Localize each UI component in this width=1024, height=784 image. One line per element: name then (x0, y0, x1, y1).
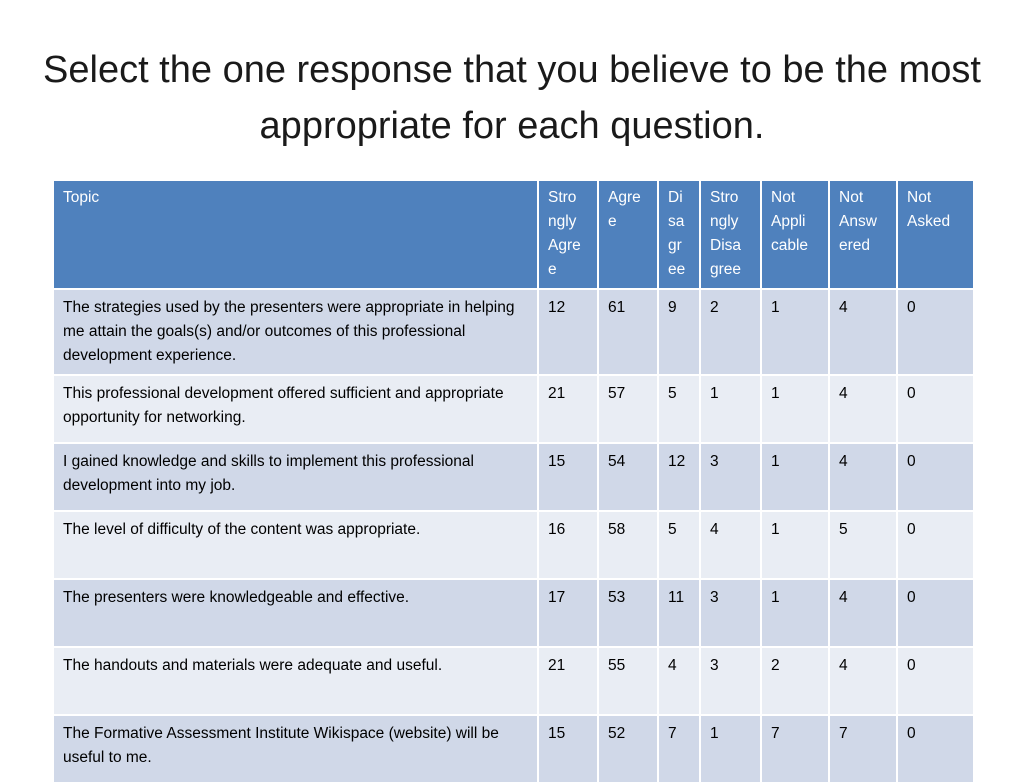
not-asked-cell: 0 (896, 714, 975, 784)
strongly-disagree-cell: 4 (699, 510, 762, 580)
header-not-applicable-label: Not Appli cable (771, 189, 809, 254)
survey-results-table: Topic Stro ngly Agre e Agre e Di sa gr e… (52, 179, 975, 784)
strongly-agree-cell: 12 (537, 288, 599, 376)
strongly-agree-cell: 15 (537, 714, 599, 784)
header-topic: Topic (52, 179, 539, 290)
disagree-cell: 5 (657, 510, 701, 580)
topic-cell: The handouts and materials were adequate… (52, 646, 539, 716)
slide-title: Select the one response that you believe… (43, 49, 981, 147)
agree-cell: 61 (597, 288, 659, 376)
not-applicable-cell: 1 (760, 374, 830, 444)
not-answered-cell: 7 (828, 714, 898, 784)
not-answered-cell: 4 (828, 374, 898, 444)
table-header-row: Topic Stro ngly Agre e Agre e Di sa gr e… (52, 179, 975, 290)
not-applicable-cell: 2 (760, 646, 830, 716)
table-row: The strategies used by the presenters we… (52, 288, 975, 376)
header-not-answered-label: Not Answ ered (839, 189, 877, 254)
agree-cell: 52 (597, 714, 659, 784)
topic-cell: The Formative Assessment Institute Wikis… (52, 714, 539, 784)
not-applicable-cell: 1 (760, 288, 830, 376)
agree-cell: 54 (597, 442, 659, 512)
header-disagree-label: Di sa gr ee (668, 189, 686, 278)
strongly-agree-cell: 21 (537, 646, 599, 716)
header-disagree: Di sa gr ee (657, 179, 701, 290)
not-answered-cell: 4 (828, 288, 898, 376)
disagree-cell: 4 (657, 646, 701, 716)
header-not-applicable: Not Appli cable (760, 179, 830, 290)
topic-cell: The level of difficulty of the content w… (52, 510, 539, 580)
disagree-cell: 9 (657, 288, 701, 376)
not-answered-cell: 4 (828, 442, 898, 512)
header-not-answered: Not Answ ered (828, 179, 898, 290)
header-strongly-disagree-label: Stro ngly Disa gree (710, 189, 742, 278)
table-row: I gained knowledge and skills to impleme… (52, 442, 975, 512)
header-not-asked: Not Asked (896, 179, 975, 290)
header-agree-label: Agre e (608, 189, 641, 230)
topic-cell: I gained knowledge and skills to impleme… (52, 442, 539, 512)
disagree-cell: 12 (657, 442, 701, 512)
not-applicable-cell: 1 (760, 578, 830, 648)
not-answered-cell: 5 (828, 510, 898, 580)
not-applicable-cell: 1 (760, 510, 830, 580)
strongly-agree-cell: 16 (537, 510, 599, 580)
strongly-disagree-cell: 1 (699, 374, 762, 444)
table-row: This professional development offered su… (52, 374, 975, 444)
header-not-asked-label: Not Asked (907, 189, 951, 230)
not-applicable-cell: 7 (760, 714, 830, 784)
not-asked-cell: 0 (896, 288, 975, 376)
not-applicable-cell: 1 (760, 442, 830, 512)
header-strongly-agree-label: Stro ngly Agre e (548, 189, 581, 278)
table-row: The Formative Assessment Institute Wikis… (52, 714, 975, 784)
agree-cell: 55 (597, 646, 659, 716)
header-agree: Agre e (597, 179, 659, 290)
strongly-disagree-cell: 3 (699, 578, 762, 648)
strongly-disagree-cell: 1 (699, 714, 762, 784)
agree-cell: 58 (597, 510, 659, 580)
disagree-cell: 5 (657, 374, 701, 444)
not-answered-cell: 4 (828, 578, 898, 648)
strongly-disagree-cell: 2 (699, 288, 762, 376)
agree-cell: 53 (597, 578, 659, 648)
topic-cell: The strategies used by the presenters we… (52, 288, 539, 376)
not-asked-cell: 0 (896, 646, 975, 716)
strongly-agree-cell: 15 (537, 442, 599, 512)
strongly-agree-cell: 17 (537, 578, 599, 648)
strongly-disagree-cell: 3 (699, 646, 762, 716)
not-asked-cell: 0 (896, 510, 975, 580)
strongly-disagree-cell: 3 (699, 442, 762, 512)
table-row: The handouts and materials were adequate… (52, 646, 975, 716)
table-row: The presenters were knowledgeable and ef… (52, 578, 975, 648)
header-strongly-agree: Stro ngly Agre e (537, 179, 599, 290)
disagree-cell: 11 (657, 578, 701, 648)
agree-cell: 57 (597, 374, 659, 444)
table-row: The level of difficulty of the content w… (52, 510, 975, 580)
topic-cell: The presenters were knowledgeable and ef… (52, 578, 539, 648)
header-strongly-disagree: Stro ngly Disa gree (699, 179, 762, 290)
topic-cell: This professional development offered su… (52, 374, 539, 444)
not-answered-cell: 4 (828, 646, 898, 716)
not-asked-cell: 0 (896, 578, 975, 648)
not-asked-cell: 0 (896, 442, 975, 512)
not-asked-cell: 0 (896, 374, 975, 444)
disagree-cell: 7 (657, 714, 701, 784)
strongly-agree-cell: 21 (537, 374, 599, 444)
